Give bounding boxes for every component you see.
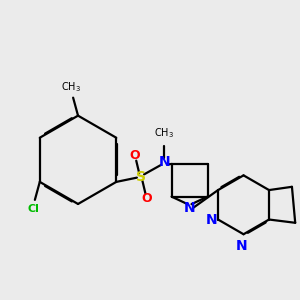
Text: CH$_3$: CH$_3$ — [154, 127, 174, 140]
Text: N: N — [159, 155, 170, 169]
Text: N: N — [184, 201, 195, 215]
Text: Cl: Cl — [27, 204, 39, 214]
Text: N: N — [206, 212, 217, 226]
Text: O: O — [141, 192, 152, 206]
Text: N: N — [236, 239, 248, 253]
Text: CH$_3$: CH$_3$ — [61, 80, 82, 94]
Text: S: S — [136, 170, 146, 184]
Text: O: O — [130, 148, 140, 162]
